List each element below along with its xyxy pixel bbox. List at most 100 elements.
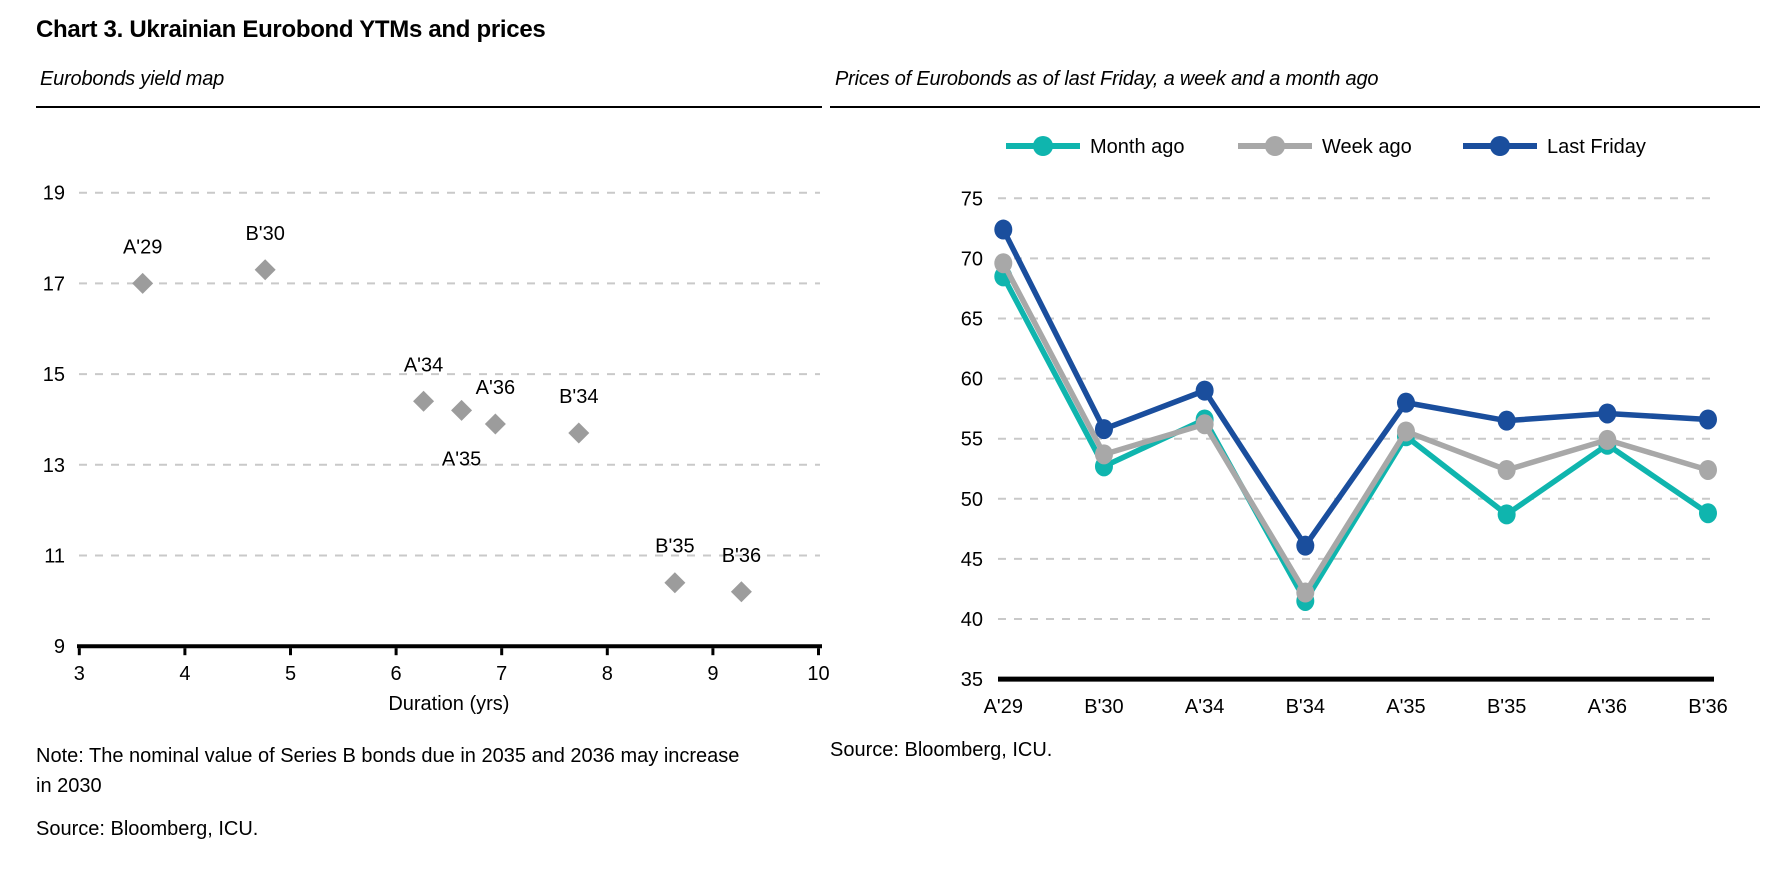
scatter-point-a29: A'29 (123, 236, 162, 294)
data-point-marker (1396, 392, 1415, 413)
scatter-point-label: B'36 (722, 545, 761, 567)
data-point-marker (1195, 380, 1214, 401)
diamond-marker (413, 390, 435, 412)
data-point-marker (1698, 409, 1717, 430)
svg-text:15: 15 (43, 364, 65, 386)
diamond-marker (730, 581, 752, 603)
svg-text:6: 6 (391, 663, 402, 685)
data-point-marker (1094, 419, 1113, 440)
left-header-rule (36, 106, 822, 108)
scatter-point-label: B'35 (655, 536, 694, 558)
data-point-marker (1396, 421, 1415, 442)
svg-text:19: 19 (43, 183, 65, 205)
legend-label: Last Friday (1547, 136, 1646, 158)
legend: Month ago Week ago Last Friday (1006, 136, 1646, 158)
scatter-x-axis: 3 4 5 6 7 8 9 10 Duration (yrs) (74, 644, 830, 715)
data-point-marker (1698, 459, 1717, 480)
legend-item-weekago: Week ago (1238, 136, 1412, 158)
diamond-marker (568, 422, 590, 444)
category-label-b36: B'36 (1688, 696, 1727, 718)
svg-text:9: 9 (54, 636, 65, 658)
data-point-marker (1598, 403, 1617, 424)
data-point-marker (994, 219, 1013, 240)
data-point-marker (1598, 429, 1617, 450)
svg-text:60: 60 (961, 369, 983, 391)
right-header-rule (830, 106, 1760, 108)
series-line (1000, 226, 1711, 549)
data-point-marker (1698, 503, 1717, 524)
scatter-point-b34: B'34 (559, 386, 598, 444)
legend-swatch-marker (1033, 136, 1053, 156)
scatter-point-label: B'34 (559, 386, 598, 408)
svg-text:13: 13 (43, 455, 65, 477)
scatter-point-label: A'34 (404, 354, 443, 376)
svg-text:35: 35 (961, 669, 983, 691)
svg-text:9: 9 (707, 663, 718, 685)
scatter-point-label: A'29 (123, 236, 162, 258)
scatter-y-axis-labels: 9 11 13 15 17 19 (43, 183, 65, 659)
diamond-marker (664, 572, 686, 594)
scatter-gridlines (79, 191, 820, 557)
legend-item-monthago: Month ago (1006, 136, 1185, 158)
category-label-b35: B'35 (1487, 696, 1526, 718)
diamond-marker (254, 259, 276, 281)
svg-text:40: 40 (961, 609, 983, 631)
svg-text:75: 75 (961, 188, 983, 210)
series-lastfriday (994, 219, 1717, 556)
line-gridlines (998, 197, 1714, 620)
diamond-marker (451, 399, 473, 421)
right-chart-subtitle: Prices of Eurobonds as of last Friday, a… (835, 68, 1379, 90)
data-point-marker (1497, 410, 1516, 431)
eurobond-prices-line-chart: Month ago Week ago Last Friday 35 40 45 50 55 60… (961, 136, 1728, 718)
scatter-points: A'29 B'30 A'34 A'35 A'36 B'34 B'35 B'36 (123, 223, 761, 603)
series-line (1000, 273, 1711, 604)
scatter-point-a34: A'34 (404, 354, 443, 412)
note-text: Note: The nominal value of Series B bond… (36, 745, 740, 797)
svg-text:5: 5 (285, 663, 296, 685)
scatter-x-axis-title: Duration (yrs) (388, 693, 509, 715)
data-point-marker (1497, 459, 1516, 480)
svg-text:3: 3 (74, 663, 85, 685)
scatter-point-b36: B'36 (722, 545, 761, 603)
scatter-point-a36: A'36 (476, 377, 515, 435)
series-weekago (994, 253, 1717, 603)
line-y-axis-labels: 35 40 45 50 55 60 65 70 75 (961, 188, 983, 691)
svg-text:7: 7 (496, 663, 507, 685)
svg-text:4: 4 (179, 663, 190, 685)
scatter-point-label: A'35 (442, 448, 481, 470)
scatter-point-label: B'30 (245, 223, 284, 245)
category-label-b34: B'34 (1286, 696, 1325, 718)
legend-item-lastfriday: Last Friday (1463, 136, 1646, 158)
legend-label: Month ago (1090, 136, 1185, 158)
data-point-marker (1296, 582, 1315, 603)
data-point-marker (1497, 504, 1516, 525)
svg-text:8: 8 (602, 663, 613, 685)
right-source-text: Source: Bloomberg, ICU. (830, 739, 1053, 761)
left-chart-subtitle: Eurobonds yield map (40, 68, 225, 90)
svg-text:65: 65 (961, 309, 983, 331)
figure-title: Chart 3. Ukrainian Eurobond YTMs and pri… (36, 16, 546, 43)
svg-text:11: 11 (44, 546, 65, 568)
category-label-a34: A'34 (1185, 696, 1224, 718)
left-source-text: Source: Bloomberg, ICU. (36, 818, 259, 840)
svg-text:70: 70 (961, 248, 983, 270)
diamond-marker (132, 272, 154, 294)
data-point-marker (1296, 535, 1315, 556)
scatter-point-b30: B'30 (245, 223, 285, 281)
diamond-marker (484, 413, 506, 435)
yield-map-scatter-chart: 9 11 13 15 17 19 3 4 5 6 7 8 9 10 Duration (yrs) A'29 B'… (43, 183, 830, 716)
scatter-point-label: A'36 (476, 377, 515, 399)
series-line (1000, 260, 1711, 596)
scatter-point-b35: B'35 (655, 536, 695, 594)
legend-label: Week ago (1322, 136, 1412, 158)
category-label-a36: A'36 (1588, 696, 1627, 718)
line-x-axis: A'29 B'30 A'34 B'34 A'35 B'35 A'36 B'36 (984, 676, 1728, 718)
category-label-b30: B'30 (1084, 696, 1123, 718)
legend-swatch-marker (1265, 136, 1285, 156)
svg-text:45: 45 (961, 549, 983, 571)
scatter-point-a35: A'35 (442, 399, 481, 470)
data-point-marker (994, 253, 1013, 274)
category-label-a29: A'29 (984, 696, 1023, 718)
svg-text:55: 55 (961, 429, 983, 451)
